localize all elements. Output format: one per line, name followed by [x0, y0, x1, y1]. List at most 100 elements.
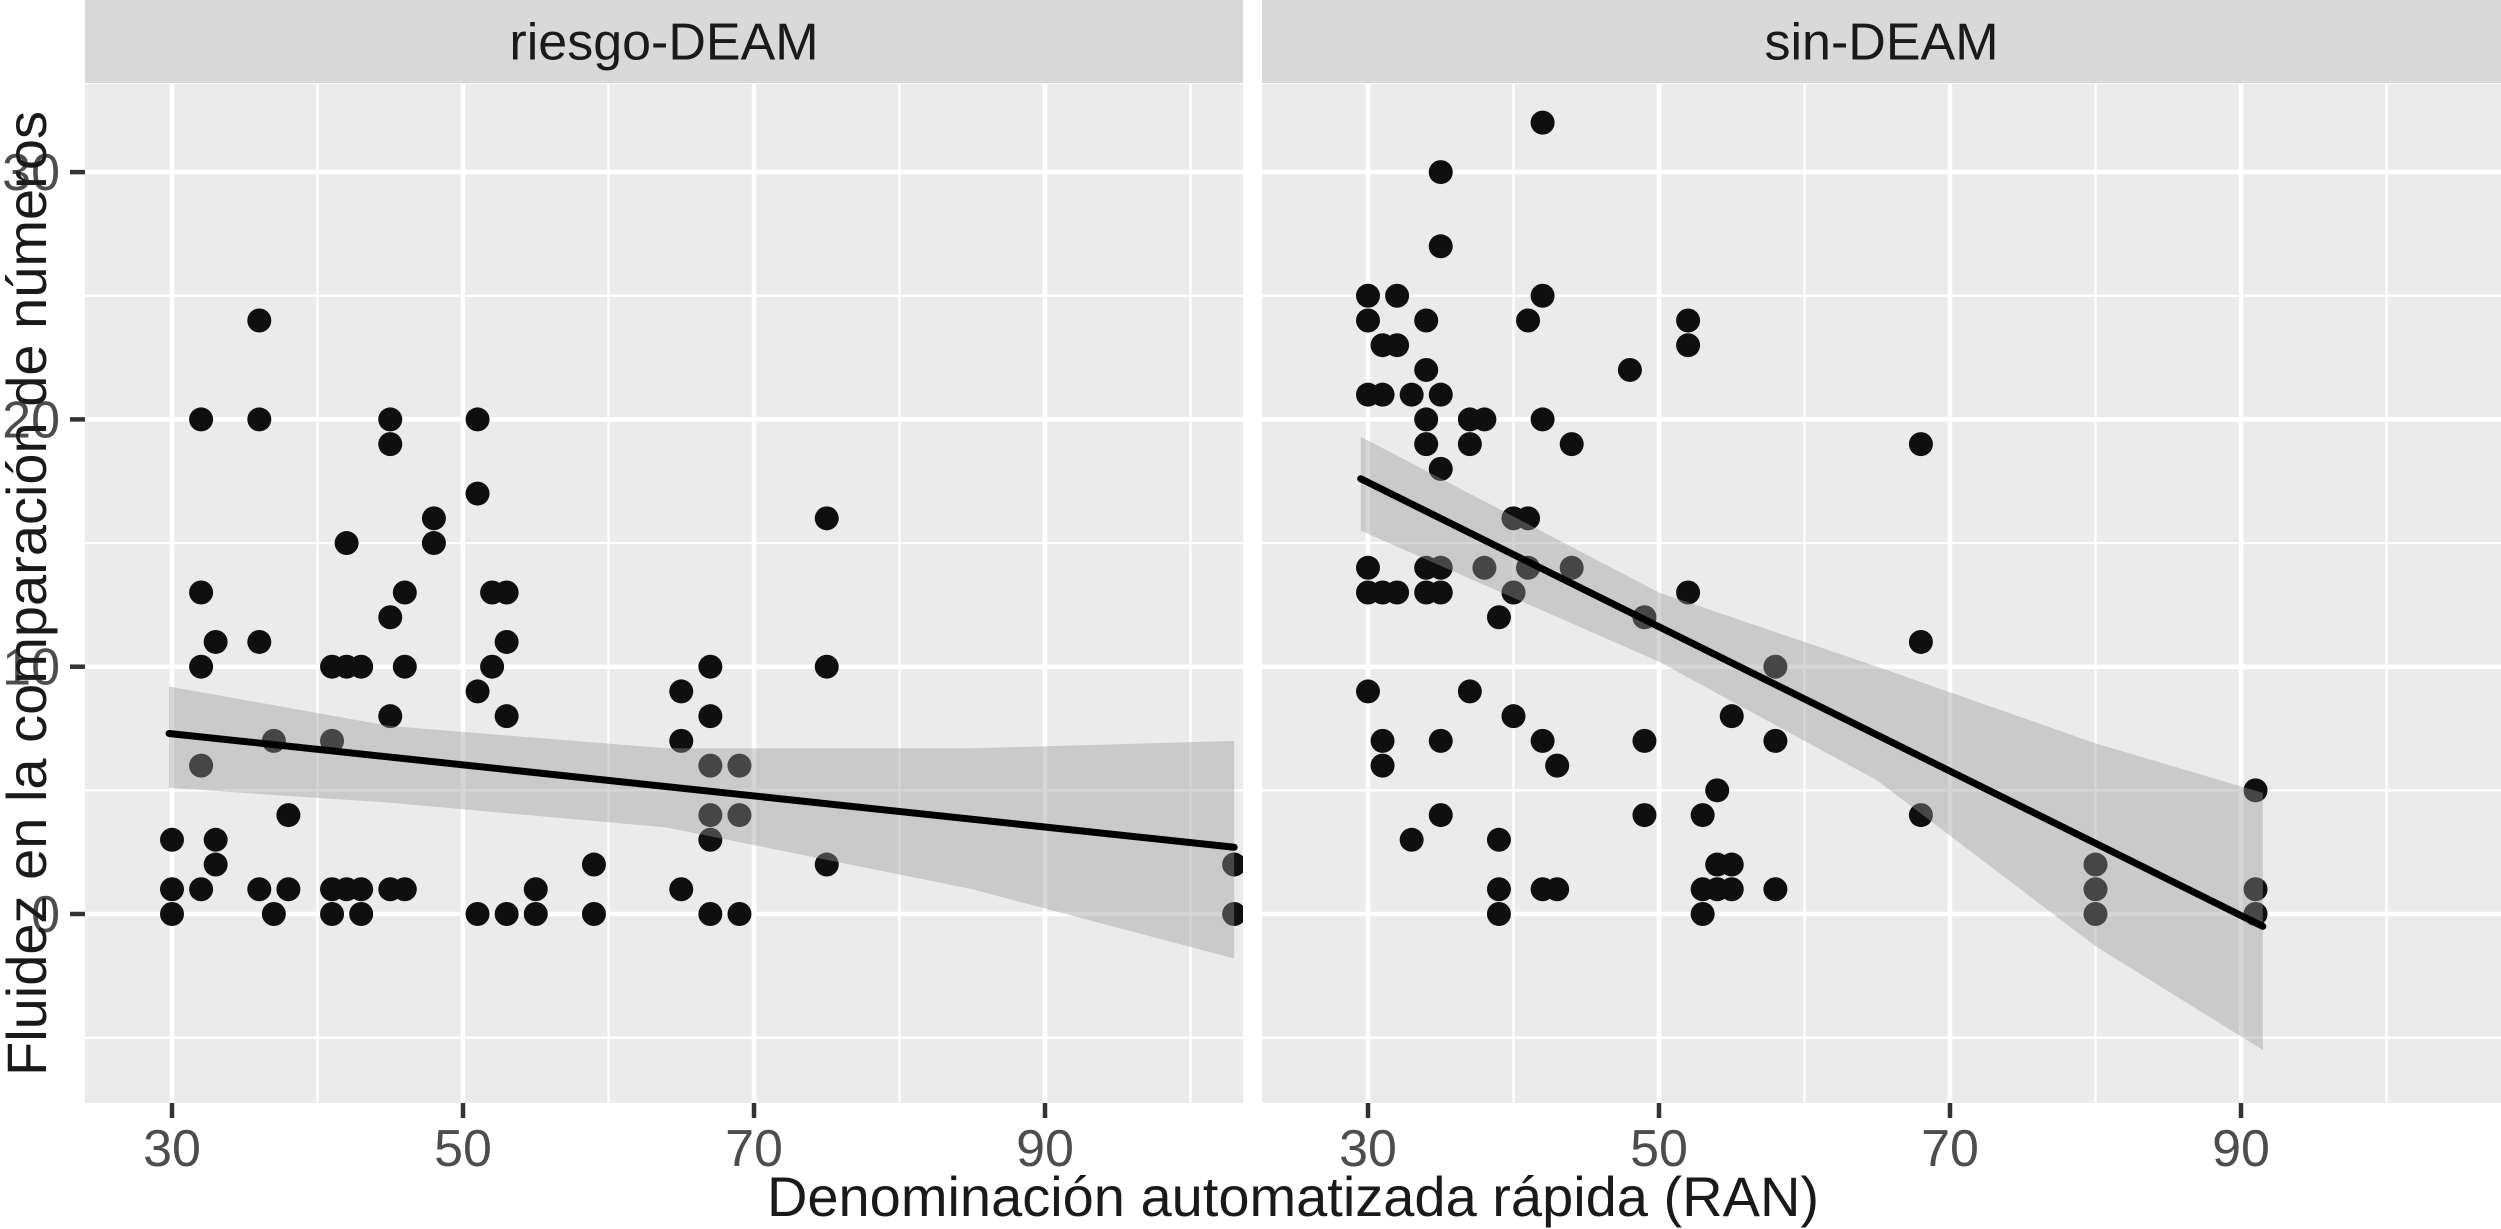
scatter-point [1222, 902, 1243, 926]
scatter-point [1385, 333, 1410, 358]
scatter-point [1530, 110, 1555, 135]
scatter-point [1530, 283, 1555, 308]
scatter-point [465, 407, 490, 432]
scatter-point [727, 753, 752, 778]
scatter-point [1486, 902, 1511, 926]
scatter-point [1908, 803, 1933, 828]
scatter-point [480, 654, 505, 679]
y-tick-label: 0 [31, 886, 60, 944]
scatter-point [421, 506, 446, 531]
scatter-point [494, 580, 519, 605]
scatter-point [1356, 555, 1380, 580]
scatter-point [523, 877, 548, 902]
regression-line [1357, 475, 2267, 930]
scatter-point [1690, 803, 1715, 828]
scatter-point [1763, 654, 1788, 679]
scatter-point [1632, 728, 1657, 753]
scatter-point [1486, 605, 1511, 630]
y-tick-label: 20 [2, 391, 60, 449]
x-tick-label: 90 [2212, 1120, 2270, 1178]
scatter-point [465, 481, 490, 506]
scatter-point [320, 902, 345, 926]
scatter-point [494, 704, 519, 729]
scatter-point [2083, 852, 2108, 877]
scatter-point [1559, 555, 1584, 580]
scatter-point [494, 629, 519, 654]
scatter-point [1428, 160, 1453, 185]
scatter-point [1676, 580, 1701, 605]
scatter-point [698, 827, 723, 852]
facet-strip [85, 0, 1243, 83]
scatter-point [1632, 803, 1657, 828]
scatter-point [203, 852, 228, 877]
scatter-point [669, 877, 694, 902]
x-tick-label: 90 [1016, 1120, 1074, 1178]
panel-background [1262, 84, 2501, 1103]
scatter-point [698, 753, 723, 778]
scatter-point [276, 803, 301, 828]
scatter-point [1414, 308, 1439, 333]
scatter-point [1530, 728, 1555, 753]
scatter-point [1457, 432, 1482, 457]
x-axis-title: Denominación automatizada rápida (RAN) [767, 1165, 1819, 1228]
scatter-point [814, 506, 839, 531]
scatter-point [1545, 753, 1570, 778]
y-axis-title: Fluidez en la comparación de números [0, 111, 58, 1076]
scatter-point [392, 877, 417, 902]
scatter-points [1356, 110, 2268, 926]
scatter-point [378, 407, 403, 432]
scatter-point [669, 728, 694, 753]
y-tick-label: 10 [2, 639, 60, 697]
scatter-point [1428, 580, 1453, 605]
scatter-point [1676, 308, 1701, 333]
scatter-point [1719, 704, 1744, 729]
scatter-point [2083, 877, 2108, 902]
scatter-point [160, 877, 184, 902]
scatter-point [160, 902, 184, 926]
scatter-point [1908, 629, 1933, 654]
scatter-point [698, 704, 723, 729]
scatter-point [1559, 432, 1584, 457]
scatter-point [2243, 778, 2268, 803]
scatter-point [1719, 877, 1744, 902]
x-tick-label: 70 [1921, 1120, 1979, 1178]
scatter-point [1385, 580, 1410, 605]
x-tick-label: 50 [434, 1120, 492, 1178]
scatter-point [1472, 555, 1497, 580]
scatter-point [1516, 506, 1541, 531]
scatter-point [581, 852, 606, 877]
y-tick-label: 30 [2, 144, 60, 202]
scatter-point [1545, 877, 1570, 902]
scatter-point [581, 902, 606, 926]
scatter-point [189, 407, 214, 432]
x-tick-label: 70 [725, 1120, 783, 1178]
scatter-point [814, 852, 839, 877]
facet-panel-sin-DEAM: sin-DEAM 30 50 70 90 [1262, 0, 2501, 1178]
scatter-point [1530, 407, 1555, 432]
scatter-point [669, 679, 694, 704]
scatter-point [1370, 382, 1395, 407]
scatter-point [1356, 283, 1380, 308]
scatter-point [203, 629, 228, 654]
scatter-point [334, 531, 359, 556]
scatter-point [1399, 827, 1424, 852]
scatter-point [392, 654, 417, 679]
scatter-point [1370, 753, 1395, 778]
scatter-point [1428, 234, 1453, 259]
scatter-point [160, 827, 184, 852]
scatter-point [523, 902, 548, 926]
scatter-point [2243, 877, 2268, 902]
scatter-point [1501, 704, 1526, 729]
scatter-point [247, 407, 272, 432]
scatter-point [1486, 827, 1511, 852]
scatter-point [261, 902, 286, 926]
scatter-point [1356, 308, 1380, 333]
scatter-point [189, 580, 214, 605]
scatter-point [727, 902, 752, 926]
confidence-ribbon [169, 686, 1235, 959]
scatter-point [1428, 728, 1453, 753]
scatter-point [1356, 679, 1380, 704]
panel-background [85, 84, 1243, 1103]
scatter-point [1516, 308, 1541, 333]
